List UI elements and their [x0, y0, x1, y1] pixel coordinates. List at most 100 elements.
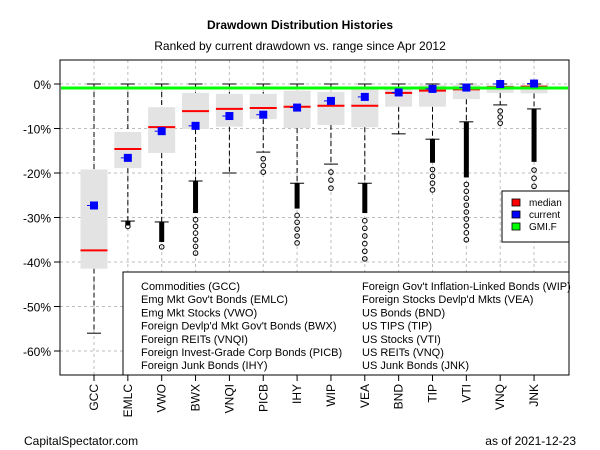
outlier-point [362, 233, 368, 239]
box-iqr [215, 93, 243, 127]
x-tick-label: WIP [324, 384, 338, 407]
legend-label: median [529, 198, 562, 209]
x-tick-label: VTI [459, 384, 473, 403]
legend-swatch-gmif [511, 222, 521, 231]
outlier-point [463, 209, 470, 215]
current-marker [462, 83, 471, 92]
box-emlc [114, 83, 142, 230]
outlier-point [294, 219, 300, 226]
y-tick-label: -60% [23, 345, 51, 359]
outlier-point [294, 233, 300, 239]
key-entry: Emg Mkt Gov't Bonds (EMLC) [141, 294, 288, 306]
key-entry: US Junk Bonds (JNK) [362, 360, 469, 372]
current-marker [123, 153, 132, 162]
current-marker [90, 201, 98, 210]
key-box: Commodities (GCC)Emg Mkt Gov't Bonds (EM… [122, 271, 571, 376]
current-marker [496, 80, 505, 88]
x-tick-label: VNQI [222, 384, 236, 413]
legend-label: current [529, 210, 560, 221]
x-tick-label: PICB [256, 384, 270, 412]
legend-label: GMI.F [529, 222, 557, 233]
key-entry: US REITs (VNQ) [362, 347, 444, 359]
outlier-point [531, 175, 537, 181]
box-vwo [148, 83, 176, 250]
outlier-point [328, 185, 334, 191]
outlier-point [362, 240, 368, 247]
x-tick-label: JNK [527, 384, 541, 407]
outlier-point [497, 120, 504, 126]
outlier-cluster [430, 139, 435, 163]
outlier-point [260, 169, 267, 175]
outlier-point [362, 217, 368, 224]
box-iqr [80, 169, 108, 269]
y-tick-label: -20% [23, 167, 51, 181]
outlier-point [463, 236, 470, 243]
outlier-point [158, 244, 165, 250]
outlier-point [362, 256, 368, 262]
outlier-point [429, 166, 436, 173]
key-entry: Foreign REITs (VNQI) [141, 334, 248, 346]
footer-source: CapitalSpectator.com [24, 434, 138, 448]
key-entry: Foreign Gov't Inflation-Linked Bonds (WI… [362, 281, 571, 293]
current-marker [428, 84, 437, 93]
y-tick-label: -10% [23, 123, 51, 137]
y-tick-label: -30% [23, 212, 51, 226]
outlier-point [497, 108, 504, 114]
outlier-point [463, 216, 470, 222]
x-tick-label: VEA [358, 384, 372, 408]
chart-title: Drawdown Distribution Histories [207, 18, 393, 32]
outlier-point [192, 216, 199, 223]
box-vnq [486, 83, 514, 126]
outlier-point [125, 223, 131, 230]
box-tip [419, 83, 446, 193]
outlier-point [192, 230, 199, 236]
outlier-point [294, 226, 300, 232]
current-marker [157, 127, 166, 136]
current-marker [191, 121, 200, 130]
x-tick-label: EMLC [121, 384, 135, 418]
outlier-point [328, 177, 334, 183]
box-series [80, 83, 548, 334]
key-entry: US TIPS (TIP) [362, 321, 432, 333]
outlier-cluster [294, 183, 300, 209]
key-entry: Foreign Invest-Grade Corp Bonds (PICB) [141, 347, 342, 359]
current-marker [530, 79, 539, 88]
outlier-point [192, 236, 199, 243]
key-entry: US Stocks (VTI) [362, 334, 441, 346]
y-tick-label: -40% [23, 256, 51, 270]
outlier-cluster [125, 221, 131, 226]
current-marker [225, 112, 234, 121]
x-tick-label: BND [392, 384, 406, 410]
key-entry: Commodities (GCC) [141, 281, 240, 293]
outlier-point [463, 181, 470, 188]
outlier-point [463, 223, 470, 229]
x-tick-label: GCC [87, 384, 101, 411]
outlier-point [362, 248, 368, 255]
chart-subtitle: Ranked by current drawdown vs. range sin… [154, 39, 446, 53]
current-markers [87, 79, 539, 210]
key-entry: Foreign Stocks Devlp'd Mkts (VEA) [362, 294, 533, 306]
outlier-point [260, 162, 267, 169]
current-marker [360, 92, 369, 101]
outlier-point [497, 114, 504, 120]
outlier-cluster [193, 181, 199, 214]
box-vnqi [215, 83, 243, 174]
key-entry: Emg Mkt Stocks (VWO) [141, 307, 257, 319]
outlier-point [463, 188, 470, 195]
outlier-point [362, 225, 368, 232]
outlier-cluster [362, 183, 368, 214]
box-gcc [80, 83, 108, 334]
outlier-point [429, 180, 436, 186]
outlier-point [463, 230, 470, 236]
outlier-point [192, 223, 199, 230]
outlier-cluster [159, 221, 165, 242]
outlier-point [192, 243, 199, 250]
box-iqr [114, 132, 142, 169]
y-axis: 0% -10% -20% -30% -40% -50% -60% [23, 78, 60, 359]
outlier-point [531, 183, 537, 190]
outlier-point [328, 169, 334, 175]
y-tick-label: -50% [23, 301, 51, 315]
outlier-point [294, 240, 300, 246]
